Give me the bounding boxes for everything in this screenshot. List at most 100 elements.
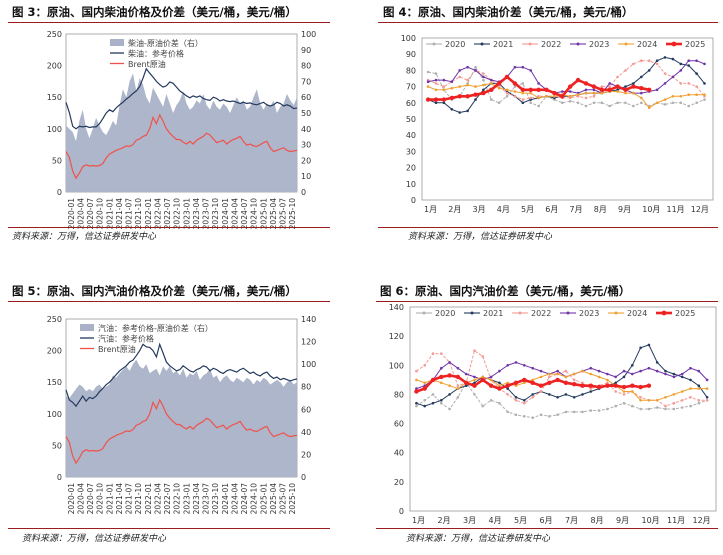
line-series-2022 (427, 60, 705, 101)
point-2023 (434, 78, 438, 82)
point-2020 (584, 104, 588, 108)
point-2025 (639, 86, 644, 91)
figure-5-bottom-rule (8, 528, 330, 529)
point-2024 (521, 91, 525, 95)
y-left-tick-label: 250 (47, 30, 62, 39)
point-2025 (572, 382, 577, 387)
point-2023 (561, 90, 564, 93)
y-right-tick-label: 140 (301, 315, 316, 324)
point-2020 (622, 401, 626, 405)
point-2024 (537, 96, 540, 100)
point-2023 (531, 366, 534, 370)
plot-frame (421, 37, 714, 201)
point-2021 (458, 111, 461, 114)
y-tick-label: 20 (406, 164, 416, 173)
point-2021 (687, 64, 690, 67)
point-2025 (607, 87, 612, 93)
figure-3-title: 图 3：原油、国内柴油价格及价差（美元/桶，美元/桶） (12, 5, 297, 19)
point-2022 (539, 390, 543, 393)
point-2025 (422, 386, 427, 391)
y-left-tick-label: 50 (52, 156, 62, 165)
legend-label-2025: 2025 (685, 40, 705, 49)
line-series-2 (65, 398, 298, 465)
point-2024 (506, 381, 509, 385)
y-left-tick-label: 150 (47, 93, 62, 102)
point-2024 (695, 93, 698, 96)
point-2020 (631, 404, 634, 408)
x-tick-label: 2022-10 (173, 483, 182, 515)
y-tick-label: 70 (406, 83, 416, 92)
point-2024 (703, 93, 706, 96)
point-2024 (592, 91, 596, 95)
point-2021 (679, 62, 683, 66)
point-2023 (568, 90, 572, 93)
point-2023 (450, 80, 454, 83)
point-2025 (522, 377, 527, 383)
point-2023 (448, 361, 451, 364)
point-2022 (624, 69, 627, 72)
point-2021 (589, 390, 593, 393)
point-2024 (481, 375, 485, 379)
x-tick-label: 2021-01 (105, 483, 114, 515)
point-2020 (689, 404, 692, 408)
y-tick-label: 50 (406, 115, 416, 124)
point-2022 (697, 399, 701, 402)
point-2022 (456, 384, 460, 387)
point-2022 (521, 98, 525, 101)
point-2020 (490, 98, 493, 101)
legend-label-0: 柴油-原油价差（右） (128, 38, 203, 48)
point-2024 (616, 90, 619, 93)
point-2024 (679, 95, 683, 98)
point-2025 (488, 383, 494, 388)
point-2021 (614, 381, 617, 385)
point-2025 (583, 81, 589, 86)
point-2021 (640, 75, 643, 79)
point-2025 (520, 87, 525, 93)
point-2024 (705, 387, 709, 390)
point-2025 (580, 383, 585, 388)
point-2023 (498, 369, 501, 373)
point-2023 (464, 372, 468, 376)
point-2020 (482, 78, 485, 82)
x-tick-label: 1月 (412, 516, 425, 525)
legend-label-2021: 2021 (483, 309, 503, 318)
point-2022 (505, 91, 509, 95)
point-2021 (442, 101, 446, 105)
point-2025 (560, 94, 565, 99)
legend-marker-2024 (614, 311, 618, 315)
figure-4-title: 图 4：原油、国内柴油价差（美元/桶，美元/桶） (383, 5, 634, 19)
point-2025 (441, 97, 447, 102)
point-2024 (482, 83, 485, 87)
point-2020 (568, 99, 572, 103)
point-2025 (504, 74, 510, 80)
point-2024 (689, 387, 692, 390)
point-2021 (423, 404, 426, 408)
point-2022 (606, 381, 609, 385)
y-tick-label: 0 (411, 196, 416, 205)
figure-4-chart: 0 10 20 30 40 50 60 70 80 90 100 1月 2月 3月 4月 5月 6月 7月 8月 9月… (401, 34, 714, 214)
point-2025 (449, 95, 454, 101)
y-right-tick-label: 10 (301, 172, 311, 181)
point-2023 (589, 366, 593, 370)
point-2021 (632, 82, 635, 85)
point-2022 (514, 399, 518, 402)
point-2025 (425, 97, 431, 102)
point-2024 (631, 390, 634, 393)
point-2023 (703, 62, 706, 66)
legend-swatch-0 (110, 39, 124, 46)
point-2024 (564, 375, 568, 379)
point-2022 (434, 82, 438, 85)
point-2020 (473, 393, 476, 396)
y-right-tick-label: 120 (301, 338, 316, 347)
point-2022 (481, 355, 485, 358)
area-series-0 (66, 73, 297, 192)
point-2025 (433, 97, 439, 102)
y-right-tick-label: 60 (301, 93, 311, 102)
y-right-tick-label: 0 (301, 473, 306, 482)
point-2025 (630, 383, 635, 388)
point-2024 (672, 393, 676, 396)
line-series-2021 (416, 344, 708, 407)
point-2025 (615, 84, 620, 89)
point-2024 (655, 101, 659, 105)
point-2025 (481, 90, 486, 96)
